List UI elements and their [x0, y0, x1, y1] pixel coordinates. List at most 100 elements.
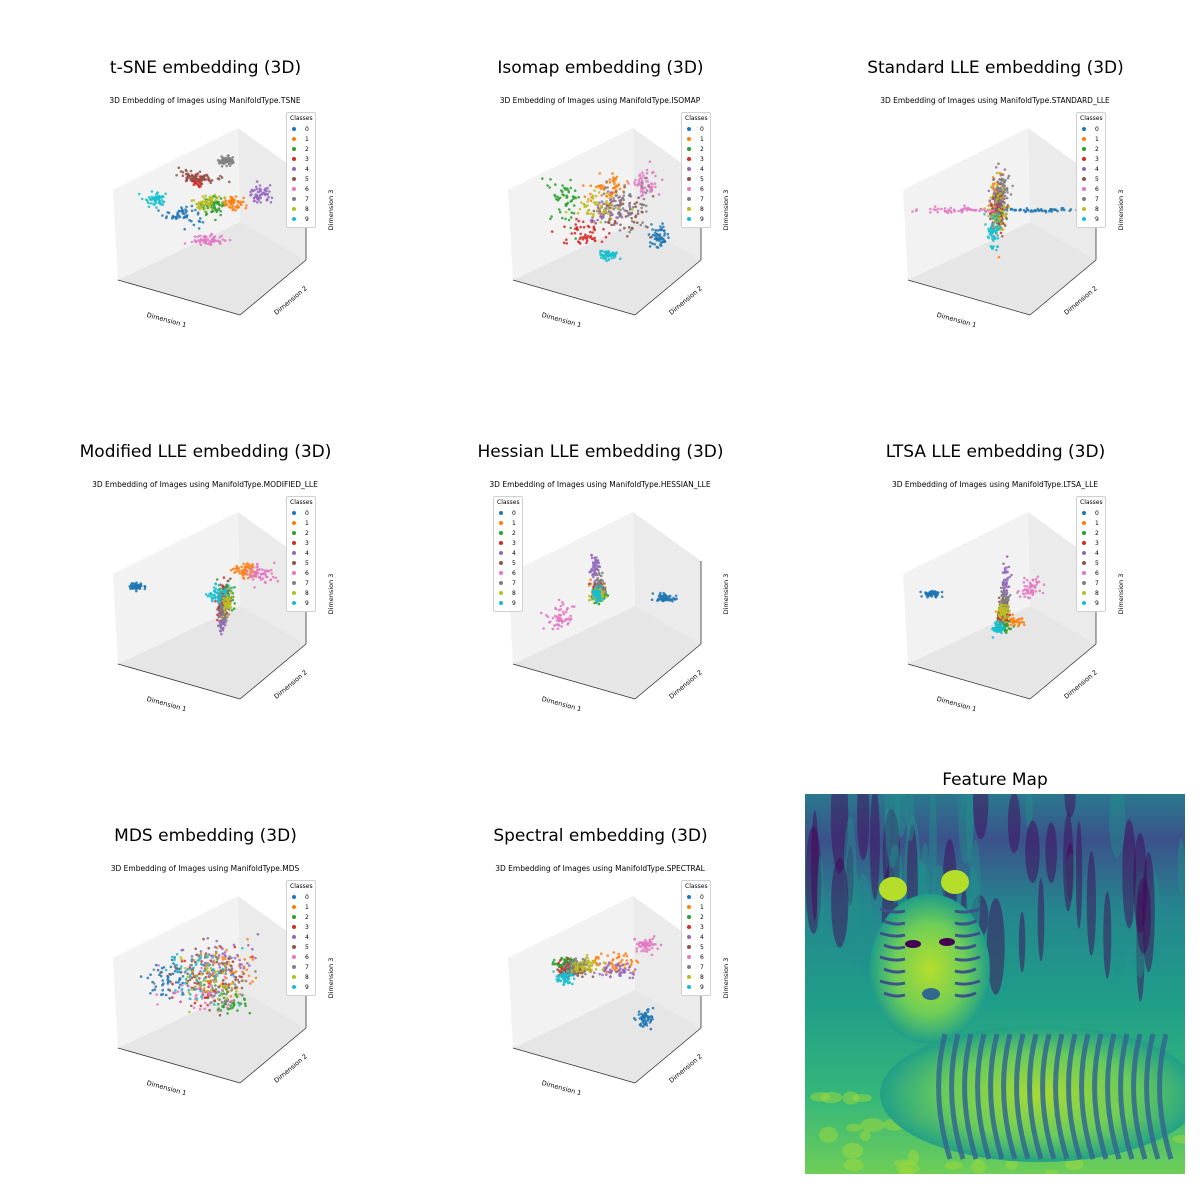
legend-item: 2 [1080, 144, 1102, 154]
data-point-class-5 [227, 579, 230, 583]
legend-marker [687, 137, 691, 141]
legend-marker [687, 975, 691, 979]
data-point-class-5 [184, 172, 188, 176]
data-point-class-1 [251, 958, 255, 961]
data-point-class-6 [204, 237, 207, 240]
legend-item: 3 [290, 922, 312, 932]
data-point-class-1 [589, 192, 592, 196]
legend: Classes 0 1 2 3 4 5 6 7 8 9 [1076, 496, 1106, 612]
data-point-class-6 [648, 948, 651, 951]
data-point-class-3 [608, 232, 611, 235]
data-point-class-0 [643, 1012, 647, 1015]
data-point-class-3 [194, 181, 197, 185]
data-point-class-7 [998, 199, 1002, 203]
data-point-class-6 [648, 938, 652, 942]
data-point-class-6 [557, 619, 561, 623]
legend-item: 3 [290, 154, 312, 164]
data-point-class-9 [559, 973, 563, 977]
data-point-class-5 [169, 973, 172, 976]
data-point-class-6 [198, 1007, 202, 1011]
data-point-class-4 [590, 554, 593, 557]
data-point-class-8 [584, 966, 587, 970]
body-stripe [1092, 1033, 1109, 1160]
data-point-class-6 [648, 944, 651, 948]
data-point-class-2 [567, 190, 571, 194]
data-point-class-9 [607, 255, 610, 258]
data-point-class-8 [203, 987, 206, 990]
data-point-class-8 [201, 204, 205, 207]
data-point-class-7 [1008, 593, 1012, 597]
data-point-class-3 [1005, 618, 1008, 622]
data-point-class-1 [245, 968, 249, 972]
data-point-class-8 [583, 205, 586, 209]
data-point-class-8 [1001, 612, 1005, 615]
data-point-class-6 [651, 183, 654, 186]
data-point-class-8 [221, 971, 225, 975]
data-point-class-4 [993, 203, 997, 206]
data-point-class-0 [128, 585, 131, 588]
data-point-class-7 [644, 176, 648, 180]
data-point-class-0 [1068, 209, 1071, 212]
data-point-class-1 [625, 954, 629, 958]
data-point-class-1 [230, 198, 234, 201]
data-point-class-7 [628, 212, 632, 216]
chart-ltsa-lle: 3D Embedding of Images using ManifoldTyp… [892, 480, 1125, 713]
data-point-class-2 [555, 197, 558, 201]
head-stripe [879, 979, 906, 986]
data-point-class-9 [599, 251, 602, 254]
data-point-class-4 [246, 962, 249, 965]
legend-item: 4 [1080, 164, 1102, 174]
data-point-class-7 [1001, 583, 1005, 586]
data-point-class-6 [208, 983, 211, 987]
data-point-class-4 [624, 968, 627, 971]
data-point-class-5 [641, 210, 644, 214]
data-point-class-8 [610, 203, 613, 206]
data-point-class-4 [614, 963, 617, 967]
body-stripe [962, 1033, 979, 1160]
data-point-class-9 [607, 252, 610, 255]
data-point-class-6 [640, 949, 643, 953]
data-point-class-6 [181, 984, 184, 987]
data-point-class-3 [578, 241, 581, 244]
foliage-blade [1133, 832, 1148, 933]
legend-item: 5 [290, 174, 312, 184]
data-point-class-6 [203, 1007, 206, 1011]
data-point-class-7 [1005, 596, 1009, 599]
legend-marker [1082, 127, 1086, 131]
data-point-class-6 [556, 627, 560, 630]
data-point-class-6 [157, 964, 160, 967]
data-point-class-6 [978, 209, 981, 213]
data-point-class-2 [219, 197, 223, 200]
data-point-class-8 [594, 194, 598, 198]
data-point-class-0 [180, 206, 183, 209]
data-point-class-8 [983, 207, 986, 210]
data-point-class-6 [211, 239, 214, 242]
data-point-class-5 [168, 989, 172, 992]
panel-title: Spectral embedding (3D) [493, 826, 708, 846]
data-point-class-9 [211, 598, 214, 601]
data-point-class-7 [234, 978, 238, 982]
body-stripe [1157, 1033, 1174, 1160]
data-point-class-9 [189, 993, 192, 996]
data-point-class-9 [212, 586, 216, 589]
data-point-class-1 [238, 201, 241, 204]
data-point-class-4 [588, 570, 591, 574]
data-point-class-4 [255, 187, 259, 191]
data-point-class-7 [220, 165, 224, 168]
data-point-class-9 [594, 586, 598, 589]
data-point-class-7 [604, 186, 607, 190]
data-point-class-0 [162, 966, 166, 969]
data-point-class-7 [1002, 191, 1005, 195]
legend-marker [292, 561, 296, 565]
body-stripe [1014, 1033, 1031, 1160]
data-point-class-5 [194, 947, 197, 951]
data-point-class-2 [233, 586, 236, 589]
grass-patch [844, 1158, 864, 1172]
legend-label: 4 [305, 165, 309, 173]
data-point-class-7 [224, 972, 227, 975]
data-point-class-7 [218, 610, 222, 614]
data-point-class-8 [215, 196, 219, 200]
data-point-class-9 [175, 953, 179, 956]
head-stripe [883, 991, 906, 998]
data-point-class-7 [597, 582, 600, 585]
